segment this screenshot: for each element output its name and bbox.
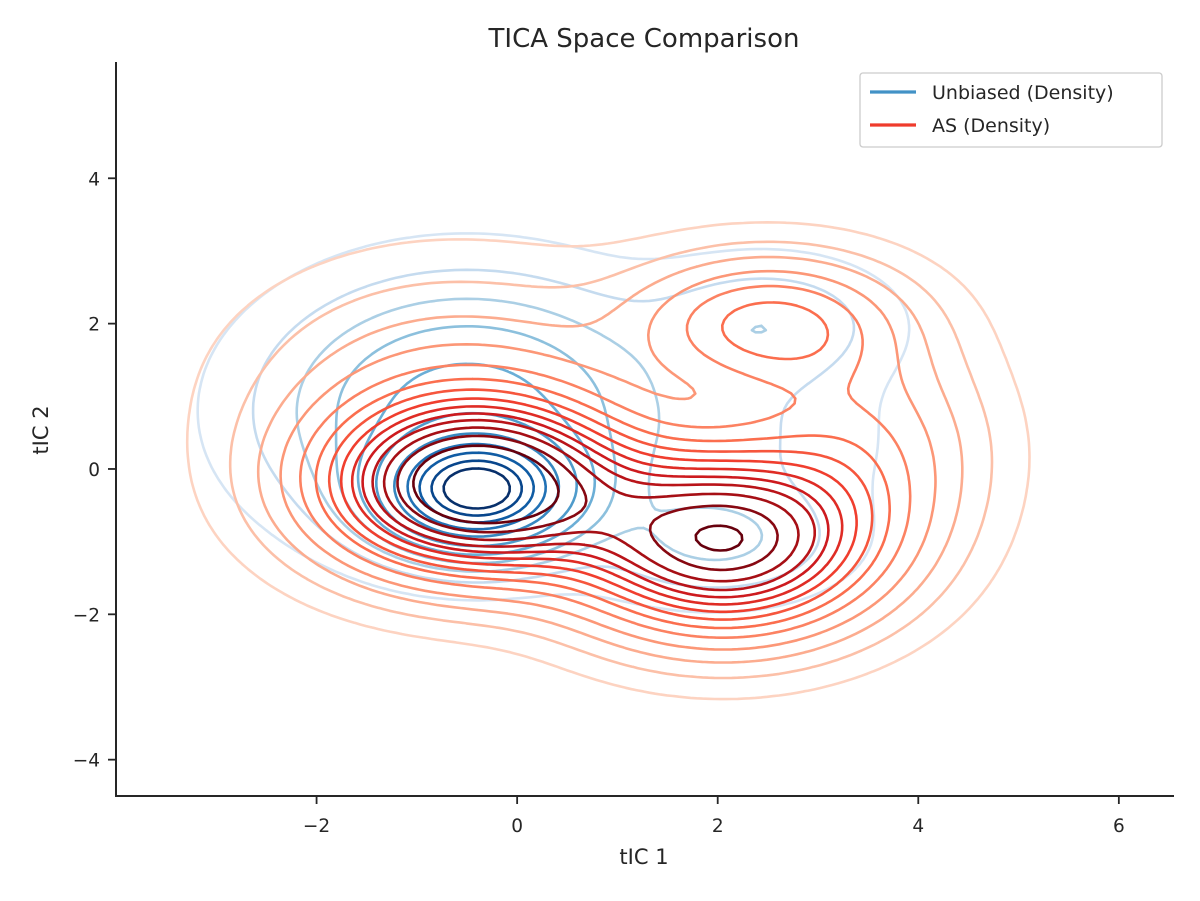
x-tick-label: 0 xyxy=(511,816,523,837)
y-tick-label: 2 xyxy=(88,315,100,336)
contour-line xyxy=(430,459,523,517)
legend-box xyxy=(859,72,1163,148)
x-ticks: −2 0 2 4 6 xyxy=(303,796,1125,837)
legend-label-as: AS (Density) xyxy=(932,115,1050,137)
contour-line xyxy=(299,284,912,639)
contour-line xyxy=(339,397,858,614)
contour-line xyxy=(256,255,964,664)
chart-title: TICA Space Comparison xyxy=(488,24,800,54)
contour-line xyxy=(361,412,830,599)
y-tick-label: 0 xyxy=(88,460,100,481)
y-ticks: −4 −2 0 2 4 xyxy=(73,169,116,772)
contour-line xyxy=(295,297,768,573)
x-tick-label: 6 xyxy=(1113,816,1125,837)
x-tick-label: 4 xyxy=(912,816,924,837)
contour-line xyxy=(279,269,937,651)
contour-series-as xyxy=(185,221,1031,701)
contour-line xyxy=(327,388,874,621)
y-tick-label: −2 xyxy=(73,605,100,626)
contour-line xyxy=(412,444,744,552)
y-tick-label: 4 xyxy=(88,169,100,190)
contour-line xyxy=(228,240,994,680)
contour-line xyxy=(382,426,800,583)
x-axis-label: tIC 1 xyxy=(619,845,668,869)
contour-line xyxy=(350,405,844,606)
contour-line xyxy=(314,301,891,630)
legend: Unbiased (Density) AS (Density) xyxy=(859,72,1163,148)
y-axis-label: tIC 2 xyxy=(29,405,53,454)
contour-line xyxy=(185,221,1031,701)
x-tick-label: 2 xyxy=(712,816,724,837)
contour-line xyxy=(396,434,779,572)
legend-label-unbiased: Unbiased (Density) xyxy=(932,82,1114,104)
contour-layer xyxy=(185,221,1031,701)
y-tick-label: −4 xyxy=(73,751,100,772)
contour-line xyxy=(371,418,816,592)
x-tick-label: −2 xyxy=(303,816,330,837)
contour-line xyxy=(442,467,511,510)
